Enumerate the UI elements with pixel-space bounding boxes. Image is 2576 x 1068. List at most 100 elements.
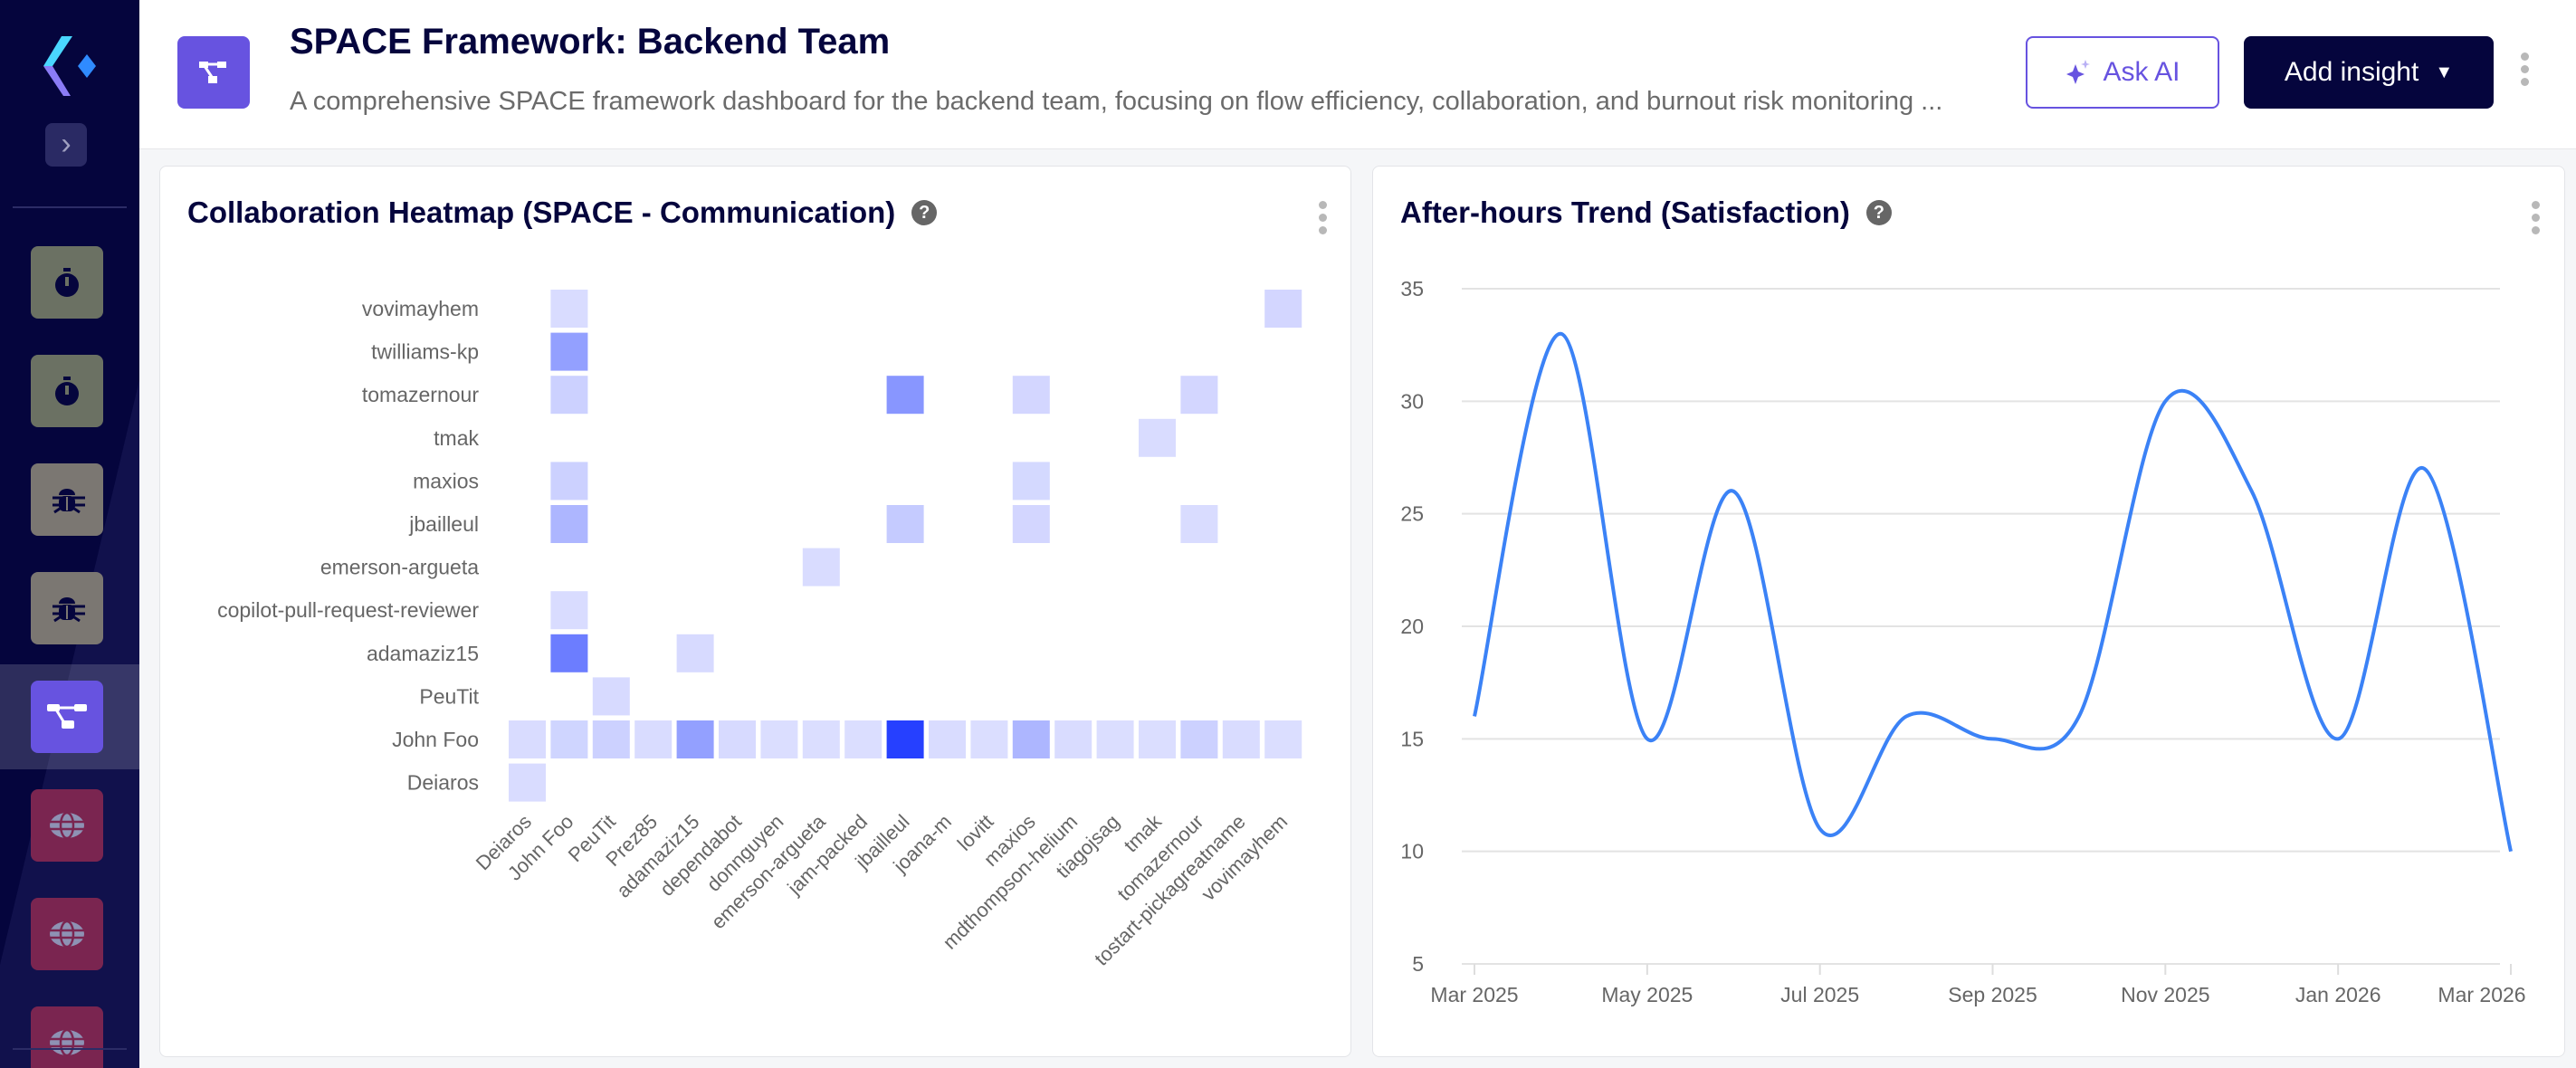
heatmap-cell[interactable]	[844, 720, 883, 758]
add-insight-label: Add insight	[2284, 57, 2419, 87]
heatmap-cell[interactable]	[676, 634, 714, 672]
row-label: adamaziz15	[367, 642, 479, 665]
data-point[interactable]	[2249, 489, 2255, 494]
row-label: John Foo	[392, 728, 479, 751]
heatmap-cell[interactable]	[550, 634, 588, 672]
x-tick-label: Sep 2025	[1948, 983, 2037, 1006]
heatmap-cell[interactable]	[592, 677, 630, 716]
y-tick-label: 20	[1400, 615, 1424, 638]
data-point[interactable]	[1903, 713, 1909, 719]
heatmap-cell[interactable]	[886, 505, 924, 543]
sidebar-item-globe-8[interactable]	[31, 1006, 103, 1068]
heatmap-cell[interactable]	[550, 462, 588, 501]
heatmap-cell[interactable]	[550, 332, 588, 371]
x-tick-label: Jan 2026	[2295, 983, 2381, 1006]
divider	[13, 1048, 127, 1050]
heatmap-cell[interactable]	[550, 376, 588, 415]
heatmap-cell[interactable]	[1222, 720, 1260, 758]
help-icon[interactable]: ?	[1865, 200, 1892, 225]
heatmap-cell[interactable]	[1096, 720, 1134, 758]
expand-sidebar-button[interactable]: ›	[45, 123, 87, 167]
data-point[interactable]	[2508, 849, 2514, 854]
heatmap-cell[interactable]	[1012, 376, 1050, 415]
data-point[interactable]	[1645, 736, 1650, 741]
heatmap-cell[interactable]	[509, 720, 546, 758]
sidebar-item-bug-4[interactable]	[31, 572, 103, 644]
heatmap-cell[interactable]	[929, 720, 966, 758]
heatmap-cell[interactable]	[1054, 720, 1092, 758]
data-point[interactable]	[1472, 713, 1477, 719]
heatmap-cell[interactable]	[1180, 720, 1218, 758]
y-tick-label: 30	[1400, 389, 1424, 413]
timer-icon	[49, 373, 85, 409]
heatmap-cell[interactable]	[970, 720, 1008, 758]
heatmap-cell[interactable]	[509, 763, 546, 802]
heatmap-cell[interactable]	[1012, 720, 1050, 758]
card-menu-icon[interactable]	[1319, 201, 1327, 234]
card-title: After-hours Trend (Satisfaction)	[1400, 195, 1850, 229]
heatmap-cell[interactable]	[1139, 720, 1176, 758]
data-point[interactable]	[2335, 736, 2341, 741]
heatmap-cell[interactable]	[592, 720, 630, 758]
dashboard-header: SPACE Framework: Backend Team A comprehe…	[139, 0, 2576, 149]
y-tick-label: 35	[1400, 277, 1424, 300]
sidebar-item-timer-2[interactable]	[31, 355, 103, 427]
sidebar-item-timer-1[interactable]	[31, 246, 103, 319]
heatmap-cell[interactable]	[1012, 505, 1050, 543]
more-options-icon[interactable]	[2521, 52, 2529, 86]
ask-ai-button[interactable]: Ask AI	[2026, 36, 2219, 109]
heatmap-cell[interactable]	[1180, 505, 1218, 543]
y-tick-label: 5	[1412, 952, 1424, 976]
globe-icon	[47, 807, 87, 844]
heatmap-cell[interactable]	[550, 290, 588, 328]
heatmap-cell[interactable]	[886, 376, 924, 415]
heatmap-cell[interactable]	[550, 591, 588, 630]
heatmap-cell[interactable]	[1012, 462, 1050, 501]
sidebar-item-globe-6[interactable]	[31, 789, 103, 862]
heatmap-cell[interactable]	[550, 720, 588, 758]
heatmap-cell[interactable]	[1264, 720, 1302, 758]
x-tick-label: Mar 2026	[2438, 983, 2525, 1006]
row-label: copilot-pull-request-reviewer	[217, 598, 479, 622]
timer-icon	[49, 264, 85, 300]
data-point[interactable]	[2162, 398, 2168, 404]
x-tick-label: Nov 2025	[2121, 983, 2209, 1006]
heatmap-cell[interactable]	[802, 548, 840, 586]
heatmap-cell[interactable]	[802, 720, 840, 758]
data-point[interactable]	[2076, 713, 2082, 719]
help-icon[interactable]: ?	[911, 200, 938, 225]
page-description: A comprehensive SPACE framework dashboar…	[290, 87, 1943, 116]
heatmap-cell[interactable]	[676, 720, 714, 758]
heatmap-cell[interactable]	[719, 720, 756, 758]
heatmap-cell[interactable]	[760, 720, 798, 758]
heatmap-cell[interactable]	[886, 720, 924, 758]
data-point[interactable]	[2422, 466, 2428, 472]
sidebar-item-network-5[interactable]	[31, 681, 103, 753]
page-title: SPACE Framework: Backend Team	[290, 22, 891, 62]
logo-icon[interactable]	[34, 34, 107, 98]
y-tick-label: 10	[1400, 840, 1424, 863]
heatmap-cell[interactable]	[1264, 290, 1302, 328]
heatmap-cell[interactable]	[1139, 418, 1176, 457]
trend-line	[1473, 331, 2513, 853]
heatmap-cell[interactable]	[550, 505, 588, 543]
data-point[interactable]	[1818, 826, 1823, 832]
row-label: tomazernour	[362, 383, 479, 406]
card-menu-icon[interactable]	[2532, 201, 2540, 234]
data-point[interactable]	[1558, 331, 1563, 337]
row-label: PeuTit	[419, 684, 479, 708]
add-insight-button[interactable]: Add insight ▼	[2244, 36, 2494, 109]
trend-card: After-hours Trend (Satisfaction)? 5 10 15 2…	[1372, 166, 2565, 1057]
data-point[interactable]	[1990, 736, 1996, 741]
network-icon	[45, 699, 89, 735]
caret-down-icon: ▼	[2435, 62, 2454, 82]
sidebar-item-globe-7[interactable]	[31, 898, 103, 970]
row-label: jbailleul	[408, 512, 479, 536]
data-point[interactable]	[1731, 489, 1736, 494]
x-tick-label: May 2025	[1601, 983, 1693, 1006]
sidebar-item-bug-3[interactable]	[31, 463, 103, 536]
heatmap-cell[interactable]	[634, 720, 673, 758]
bug-icon	[49, 590, 85, 626]
row-label: Deiaros	[407, 771, 479, 795]
heatmap-cell[interactable]	[1180, 376, 1218, 415]
